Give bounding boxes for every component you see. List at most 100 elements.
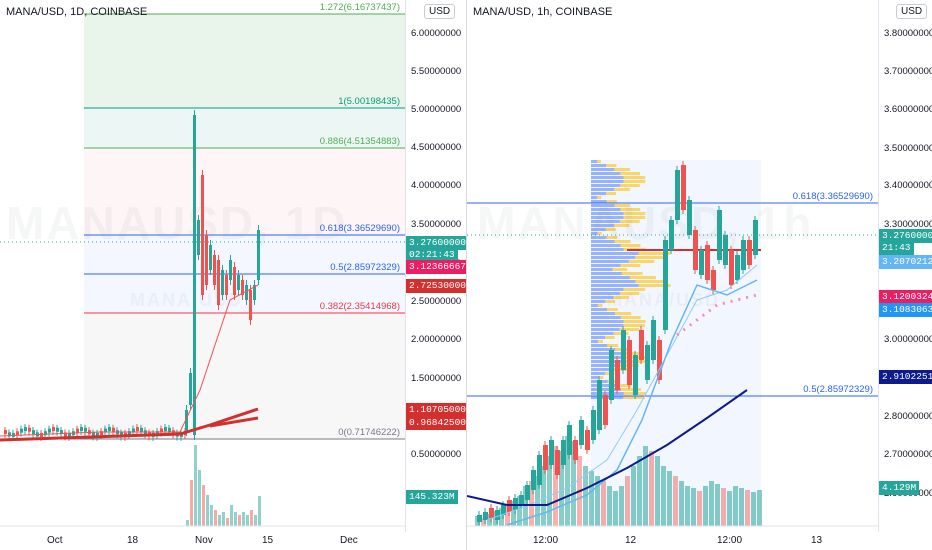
candle-body (257, 230, 260, 280)
fib-label: 0.382(2.35414968) (319, 301, 400, 312)
profile-bar-extra (597, 304, 603, 307)
volume-bar (655, 456, 660, 526)
candle-body (669, 220, 674, 250)
time-tick: Dec (340, 535, 358, 546)
profile-bar-extra (615, 384, 632, 387)
candle-body (489, 508, 494, 518)
watermark: MANAUSD, 1h (477, 197, 814, 249)
candle-body (24, 427, 27, 432)
profile-bar-value (591, 364, 620, 367)
symbol-title[interactable]: MANA/USD, 1h, COINBASE (473, 6, 613, 18)
watermark: MANAUSD, 1D (6, 197, 348, 249)
profile-bar-value (591, 372, 605, 375)
volume-bar (613, 491, 618, 526)
ma-navy (467, 389, 748, 506)
volume-bar (745, 490, 750, 526)
candle-body (705, 245, 710, 280)
profile-bar-value (591, 204, 615, 207)
candle-body (237, 275, 240, 290)
volume-bar (190, 480, 193, 526)
price-tick: 3.50000000 (411, 219, 462, 230)
candle-body (519, 495, 524, 505)
volume-bar (679, 481, 684, 526)
profile-bar-value (591, 244, 621, 247)
candle-body (245, 285, 248, 300)
profile-bar-value (591, 308, 608, 311)
candle-body (64, 432, 67, 437)
candle-body (609, 350, 614, 400)
candle-body (729, 250, 734, 285)
profile-bar-value (591, 300, 606, 303)
candle-body (645, 345, 650, 380)
candle-body (233, 267, 236, 295)
candle-body (723, 235, 728, 265)
chart-panel-daily[interactable]: MANAUSD, 1D MANA/USD MANA/USD, 1D, COINB… (0, 0, 466, 550)
profile-bar-extra (615, 312, 632, 315)
profile-bar-extra (623, 288, 646, 291)
time-tick: 18 (127, 535, 139, 546)
profile-bar-extra (597, 196, 602, 199)
time-tick: Oct (47, 535, 63, 546)
daily-chart-canvas[interactable] (0, 0, 466, 550)
ma1-label: 1.10705000 (406, 403, 466, 417)
candle-body (687, 200, 692, 235)
candle-body (711, 270, 716, 290)
profile-bar-extra (614, 188, 630, 191)
candle-body (585, 430, 590, 450)
profile-bar-value (591, 192, 607, 195)
profile-bar-value (591, 172, 621, 175)
candle-body (477, 515, 482, 522)
currency-button[interactable]: USD (896, 4, 928, 19)
volume-bar (721, 488, 726, 526)
profile-bar-extra (621, 388, 642, 391)
volume-bar (565, 436, 570, 526)
profile-bar-value (591, 368, 614, 371)
currency-button[interactable]: USD (424, 4, 456, 19)
price-tick: 2.80000000 (884, 411, 932, 422)
profile-bar-extra (623, 180, 646, 183)
profile-bar-value (591, 180, 624, 183)
fib-label: 0.5(2.85972329) (330, 262, 400, 273)
profile-bar-extra (605, 336, 615, 339)
volume-bar (685, 486, 690, 526)
candle-body (140, 427, 143, 432)
profile-bar-value (591, 176, 624, 179)
profile-bar-extra (635, 256, 665, 259)
candle-body (16, 431, 19, 436)
price-tick: 3.30000000 (884, 219, 932, 230)
volume-bar (246, 515, 249, 526)
profile-bar-extra (620, 172, 641, 175)
volume-bar (661, 466, 666, 526)
profile-bar-extra (623, 176, 646, 179)
candle-body (60, 430, 63, 435)
volume-bar (258, 496, 261, 526)
profile-bar-extra (628, 260, 655, 263)
profile-bar-extra (613, 368, 629, 371)
symbol-title[interactable]: MANA/USD, 1D, COINBASE (6, 6, 148, 18)
ma-red-label: 2.72530000 (406, 279, 466, 293)
profile-bar-value (591, 276, 630, 279)
profile-bar-value (591, 324, 624, 327)
candle-body (209, 245, 212, 270)
profile-bar-extra (614, 204, 631, 207)
volume-bar (589, 471, 594, 526)
candle-body (132, 428, 135, 433)
hourly-chart-canvas[interactable] (467, 0, 932, 550)
fib-label: 0(0.71746222) (338, 427, 400, 438)
chart-panel-hourly[interactable]: MANAUSD, 1h MANA/USD MANA/USD, 1h, COINB… (466, 0, 932, 550)
volume-bar (547, 456, 552, 526)
profile-bar-extra (638, 252, 671, 255)
candle-body (8, 432, 11, 437)
candle-body (651, 320, 656, 360)
price-tick: 6.00000000 (411, 28, 462, 39)
candle-body (567, 425, 572, 455)
candle-body (753, 220, 758, 255)
volume-bar (505, 506, 510, 526)
candle-body (225, 275, 228, 295)
profile-bar-value (591, 212, 624, 215)
profile-bar-value (591, 360, 624, 363)
watermark-sub: MANA/USD (130, 290, 243, 310)
candle-body (80, 427, 83, 432)
volume-bar (210, 505, 213, 526)
candle-body (573, 440, 578, 460)
